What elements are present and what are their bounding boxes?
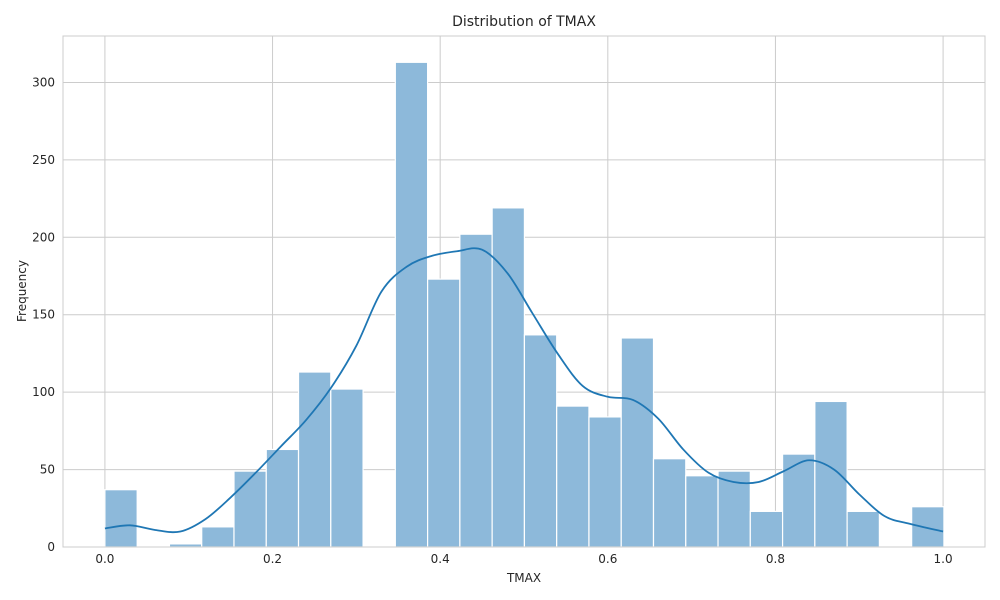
histogram-bar xyxy=(814,400,848,548)
histogram-bar xyxy=(749,510,784,548)
y-tick-label: 200 xyxy=(32,230,55,244)
x-tick-label: 0.2 xyxy=(263,552,282,566)
histogram-bar xyxy=(556,405,590,548)
histogram-bar xyxy=(104,489,138,548)
y-tick-labels: 0 50 100 150 200 250 300 xyxy=(32,75,55,554)
histogram-bar xyxy=(394,61,429,548)
x-tick-label: 0.0 xyxy=(95,552,114,566)
histogram-bar xyxy=(652,458,687,548)
histogram-bar xyxy=(297,371,332,548)
histogram-bar xyxy=(588,416,622,548)
histogram-bar xyxy=(491,207,526,548)
histogram-bar xyxy=(201,526,235,548)
histogram-bar xyxy=(265,448,300,548)
x-axis-label: TMAX xyxy=(506,571,541,585)
chart-title: Distribution of TMAX xyxy=(452,14,596,30)
kde-curve-group xyxy=(104,247,944,534)
histogram-bar xyxy=(233,470,267,548)
histogram-bar xyxy=(781,453,816,548)
histogram-bars xyxy=(104,61,945,548)
histogram-bar xyxy=(427,278,461,548)
histogram-bar xyxy=(846,510,880,548)
x-tick-label: 0.6 xyxy=(598,552,617,566)
y-tick-label: 50 xyxy=(40,463,55,477)
y-axis-label: Frequency xyxy=(15,260,29,322)
histogram-bar xyxy=(330,388,364,548)
histogram-bar xyxy=(523,334,558,548)
histogram-bar xyxy=(459,233,493,548)
y-tick-label: 300 xyxy=(32,75,55,89)
x-tick-label: 0.8 xyxy=(766,552,785,566)
kde-line xyxy=(104,247,944,534)
plot-frame xyxy=(62,35,986,548)
y-tick-label: 100 xyxy=(32,385,55,399)
histogram-bar xyxy=(685,475,719,548)
x-tick-label: 1.0 xyxy=(934,552,953,566)
histogram-bar xyxy=(620,337,655,548)
histogram-bar xyxy=(911,506,945,548)
x-tick-labels: 0.0 0.2 0.4 0.6 0.8 1.0 xyxy=(95,552,952,566)
y-tick-label: 150 xyxy=(32,308,55,322)
y-tick-label: 0 xyxy=(47,540,55,554)
x-tick-label: 0.4 xyxy=(431,552,450,566)
y-tick-label: 250 xyxy=(32,153,55,167)
